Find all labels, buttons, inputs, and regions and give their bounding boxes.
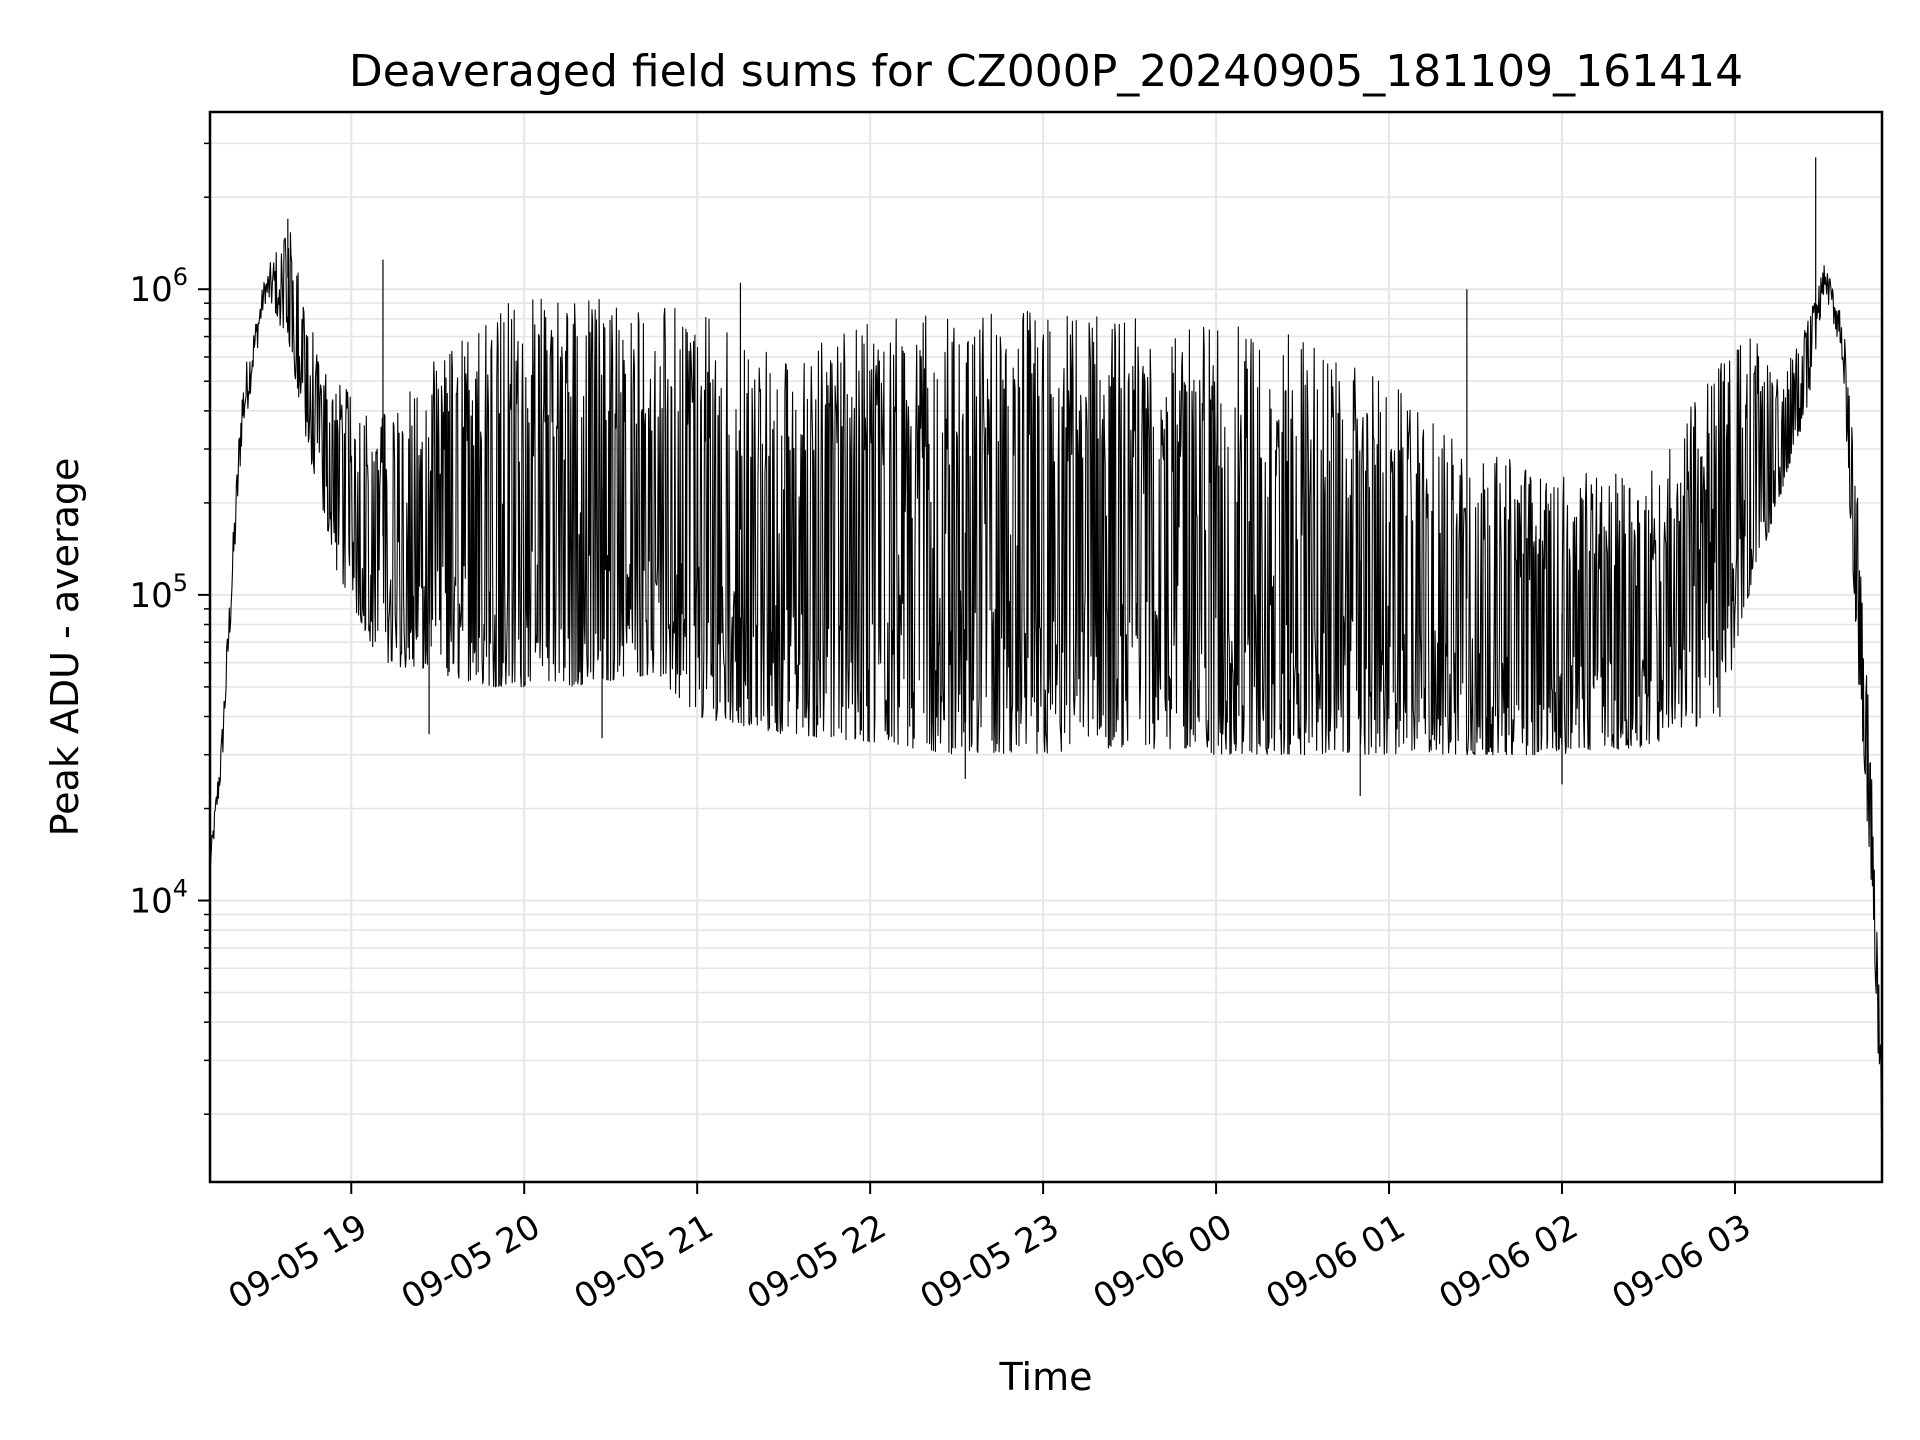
y-tick-label-base: 10 — [129, 270, 172, 310]
y-tick-label-exponent: 5 — [173, 569, 188, 597]
x-tick-label: 09-06 01 — [1260, 1207, 1412, 1318]
y-tick-label-base: 10 — [129, 576, 172, 616]
x-tick-label: 09-05 20 — [395, 1207, 547, 1318]
y-tick-label-exponent: 4 — [173, 875, 188, 903]
chart-title: Deaveraged field sums for CZ000P_2024090… — [349, 46, 1743, 97]
plot-area-frame — [208, 110, 1884, 1184]
x-tick-label: 09-06 03 — [1605, 1207, 1757, 1318]
y-tick-label: 106 — [129, 263, 188, 310]
x-tick-label: 09-05 22 — [741, 1207, 893, 1318]
x-tick-label: 09-06 00 — [1087, 1207, 1239, 1318]
y-tick-label-exponent: 6 — [173, 263, 188, 291]
y-tick-label-base: 10 — [129, 882, 172, 922]
x-axis: 09-05 19 09-05 20 09-05 21 09-05 22 09-05 23… — [222, 1182, 1758, 1318]
y-axis-label: Peak ADU - average — [43, 458, 87, 837]
y-tick-label: 105 — [129, 569, 188, 616]
series-line — [209, 232, 1883, 1131]
x-axis-label: Time — [999, 1355, 1093, 1399]
x-tick-label: 09-05 23 — [914, 1207, 1066, 1318]
x-tick-label: 09-05 19 — [222, 1207, 374, 1318]
x-tick-label: 09-05 21 — [568, 1207, 720, 1318]
series — [209, 157, 1883, 1131]
x-tick-label: 09-06 02 — [1433, 1207, 1585, 1318]
y-tick-label: 104 — [129, 875, 188, 922]
